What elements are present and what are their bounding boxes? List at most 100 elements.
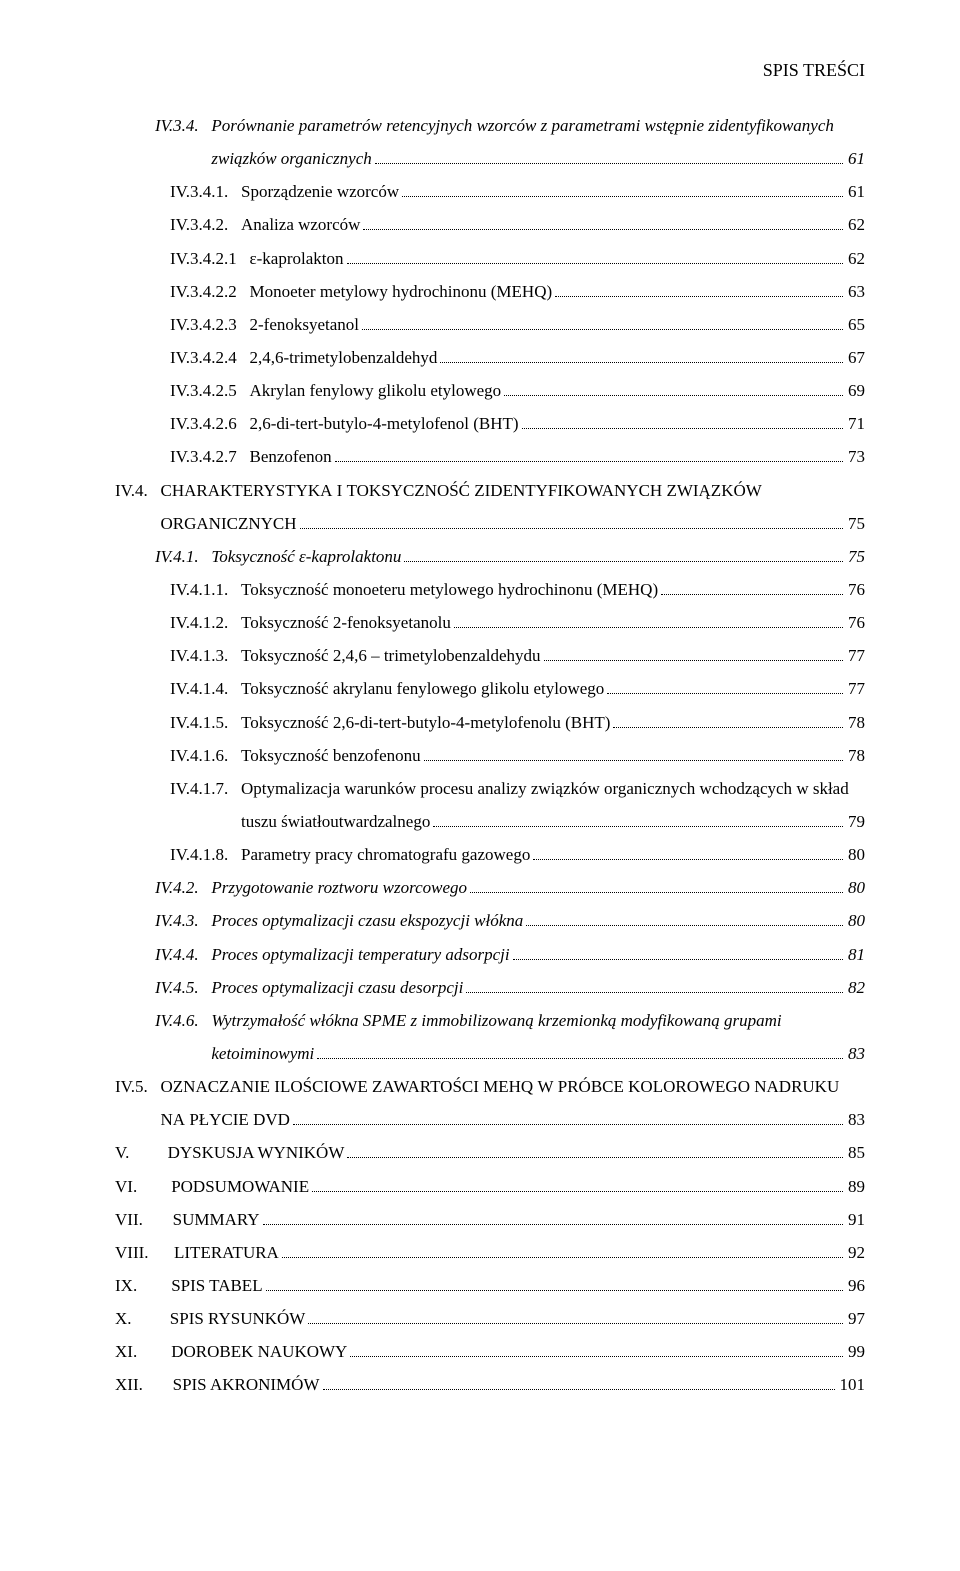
toc-title: Akrylan fenylowy glikolu etylowego bbox=[250, 374, 502, 407]
toc-number: IV.4.1. bbox=[155, 540, 211, 573]
toc-entry: IV.3.4.2.6 2,6-di-tert-butylo-4-metylofe… bbox=[115, 407, 865, 440]
toc-leader bbox=[661, 579, 843, 595]
toc-leader bbox=[347, 1142, 843, 1158]
toc-entry: IV.4.3. Proces optymalizacji czasu ekspo… bbox=[115, 904, 865, 937]
toc-entry: XII. SPIS AKRONIMÓW 101 bbox=[115, 1368, 865, 1401]
toc-page: 78 bbox=[846, 739, 865, 772]
toc-entry: IV.3.4.1. Sporządzenie wzorców 61 bbox=[115, 175, 865, 208]
toc-page: 73 bbox=[846, 440, 865, 473]
toc-number: IV.4.2. bbox=[155, 871, 211, 904]
toc-number: IV.4.3. bbox=[155, 904, 211, 937]
table-of-contents: IV.3.4. Porównanie parametrów retencyjny… bbox=[115, 109, 865, 1401]
toc-title: Toksyczność ε-kaprolaktonu bbox=[211, 540, 401, 573]
toc-number: IV.3.4.2.3 bbox=[170, 308, 250, 341]
toc-page: 77 bbox=[846, 672, 865, 705]
toc-leader bbox=[470, 877, 843, 893]
toc-number: IV.4.1.2. bbox=[170, 606, 241, 639]
toc-number: IX. bbox=[115, 1269, 171, 1302]
toc-title: 2-fenoksyetanol bbox=[250, 308, 360, 341]
toc-entry: IV.3.4. Porównanie parametrów retencyjny… bbox=[115, 109, 865, 175]
toc-title: LITERATURA bbox=[174, 1236, 279, 1269]
toc-entry: IV.4.1.3. Toksyczność 2,4,6 – trimetylob… bbox=[115, 639, 865, 672]
toc-entry: VII. SUMMARY 91 bbox=[115, 1203, 865, 1236]
toc-entry: IV.3.4.2.3 2-fenoksyetanol 65 bbox=[115, 308, 865, 341]
toc-page: 62 bbox=[846, 242, 865, 275]
toc-title: SPIS RYSUNKÓW bbox=[170, 1302, 306, 1335]
toc-leader bbox=[555, 280, 843, 296]
toc-number: IV.3.4.2.7 bbox=[170, 440, 250, 473]
toc-title: Toksyczność monoeteru metylowego hydroch… bbox=[241, 573, 658, 606]
toc-entry: IV.4.1.2. Toksyczność 2-fenoksyetanolu 7… bbox=[115, 606, 865, 639]
toc-page: 80 bbox=[846, 871, 865, 904]
toc-entry: IV.4.1.8. Parametry pracy chromatografu … bbox=[115, 838, 865, 871]
toc-page: 61 bbox=[846, 175, 865, 208]
toc-entry: IV.3.4.2.2 Monoeter metylowy hydrochinon… bbox=[115, 275, 865, 308]
toc-title: DYSKUSJA WYNIKÓW bbox=[168, 1136, 345, 1169]
toc-leader bbox=[424, 744, 843, 760]
toc-title: Monoeter metylowy hydrochinonu (MEHQ) bbox=[250, 275, 553, 308]
toc-title: Proces optymalizacji temperatury adsorpc… bbox=[211, 938, 509, 971]
toc-entry: VIII. LITERATURA 92 bbox=[115, 1236, 865, 1269]
toc-number: VI. bbox=[115, 1170, 171, 1203]
toc-page: 76 bbox=[846, 573, 865, 606]
toc-entry: X. SPIS RYSUNKÓW 97 bbox=[115, 1302, 865, 1335]
toc-page: 75 bbox=[846, 540, 865, 573]
toc-number: IV.3.4.1. bbox=[170, 175, 241, 208]
toc-number: IV.4.5. bbox=[155, 971, 211, 1004]
toc-entry: IV.3.4.2. Analiza wzorców 62 bbox=[115, 208, 865, 241]
toc-leader bbox=[440, 347, 843, 363]
toc-number: IV.4.1.5. bbox=[170, 706, 241, 739]
page-header: SPIS TREŚCI bbox=[115, 60, 865, 81]
toc-page: 78 bbox=[846, 706, 865, 739]
toc-page: 80 bbox=[846, 904, 865, 937]
toc-leader bbox=[350, 1341, 843, 1357]
toc-leader bbox=[433, 811, 843, 827]
toc-leader bbox=[375, 148, 843, 164]
toc-leader bbox=[266, 1275, 843, 1291]
toc-entry: IV.3.4.2.1 ε-kaprolakton 62 bbox=[115, 242, 865, 275]
toc-wrap: CHARAKTERYSTYKA I TOKSYCZNOŚĆ ZIDENTYFIK… bbox=[161, 474, 866, 540]
toc-number: XII. bbox=[115, 1368, 173, 1401]
toc-number: IV.4. bbox=[115, 474, 161, 507]
toc-title: Benzofenon bbox=[250, 440, 332, 473]
toc-page: 65 bbox=[846, 308, 865, 341]
toc-leader bbox=[402, 181, 843, 197]
toc-leader bbox=[335, 446, 843, 462]
toc-page: 91 bbox=[846, 1203, 865, 1236]
toc-page: 77 bbox=[846, 639, 865, 672]
toc-page: 75 bbox=[846, 507, 865, 540]
toc-title: Toksyczność akrylanu fenylowego glikolu … bbox=[241, 672, 604, 705]
toc-page: 83 bbox=[846, 1103, 865, 1136]
toc-page: 99 bbox=[846, 1335, 865, 1368]
toc-wrap: Wytrzymałość włókna SPME z immobilizowan… bbox=[211, 1004, 865, 1070]
toc-page: 61 bbox=[846, 142, 865, 175]
toc-number: IV.3.4.2.2 bbox=[170, 275, 250, 308]
toc-page: 80 bbox=[846, 838, 865, 871]
toc-page: 82 bbox=[846, 971, 865, 1004]
toc-leader bbox=[466, 976, 843, 992]
toc-title: Proces optymalizacji czasu desorpcji bbox=[211, 971, 463, 1004]
toc-leader bbox=[312, 1175, 843, 1191]
page-root: SPIS TREŚCI IV.3.4. Porównanie parametró… bbox=[0, 0, 960, 1571]
toc-page: 89 bbox=[846, 1170, 865, 1203]
toc-number: VII. bbox=[115, 1203, 173, 1236]
toc-entry: XI. DOROBEK NAUKOWY 99 bbox=[115, 1335, 865, 1368]
toc-leader bbox=[404, 546, 843, 562]
toc-number: V. bbox=[115, 1136, 168, 1169]
toc-number: XI. bbox=[115, 1335, 171, 1368]
toc-number: IV.4.1.4. bbox=[170, 672, 241, 705]
toc-entry: IV.4.1. Toksyczność ε-kaprolaktonu 75 bbox=[115, 540, 865, 573]
toc-title: 2,6-di-tert-butylo-4-metylofenol (BHT) bbox=[250, 407, 519, 440]
toc-entry: IV.4.6. Wytrzymałość włókna SPME z immob… bbox=[115, 1004, 865, 1070]
toc-wrap: Porównanie parametrów retencyjnych wzorc… bbox=[211, 109, 865, 175]
toc-page: 71 bbox=[846, 407, 865, 440]
toc-entry: IV.3.4.2.4 2,4,6-trimetylobenzaldehyd 67 bbox=[115, 341, 865, 374]
toc-title: Analiza wzorców bbox=[241, 208, 360, 241]
toc-entry: IV.4.2. Przygotowanie roztworu wzorcoweg… bbox=[115, 871, 865, 904]
toc-number: IV.5. bbox=[115, 1070, 161, 1103]
toc-entry: IV.4.1.4. Toksyczność akrylanu fenyloweg… bbox=[115, 672, 865, 705]
toc-title: 2,4,6-trimetylobenzaldehyd bbox=[250, 341, 438, 374]
toc-leader bbox=[533, 844, 843, 860]
toc-title: DOROBEK NAUKOWY bbox=[171, 1335, 347, 1368]
toc-leader bbox=[607, 678, 843, 694]
